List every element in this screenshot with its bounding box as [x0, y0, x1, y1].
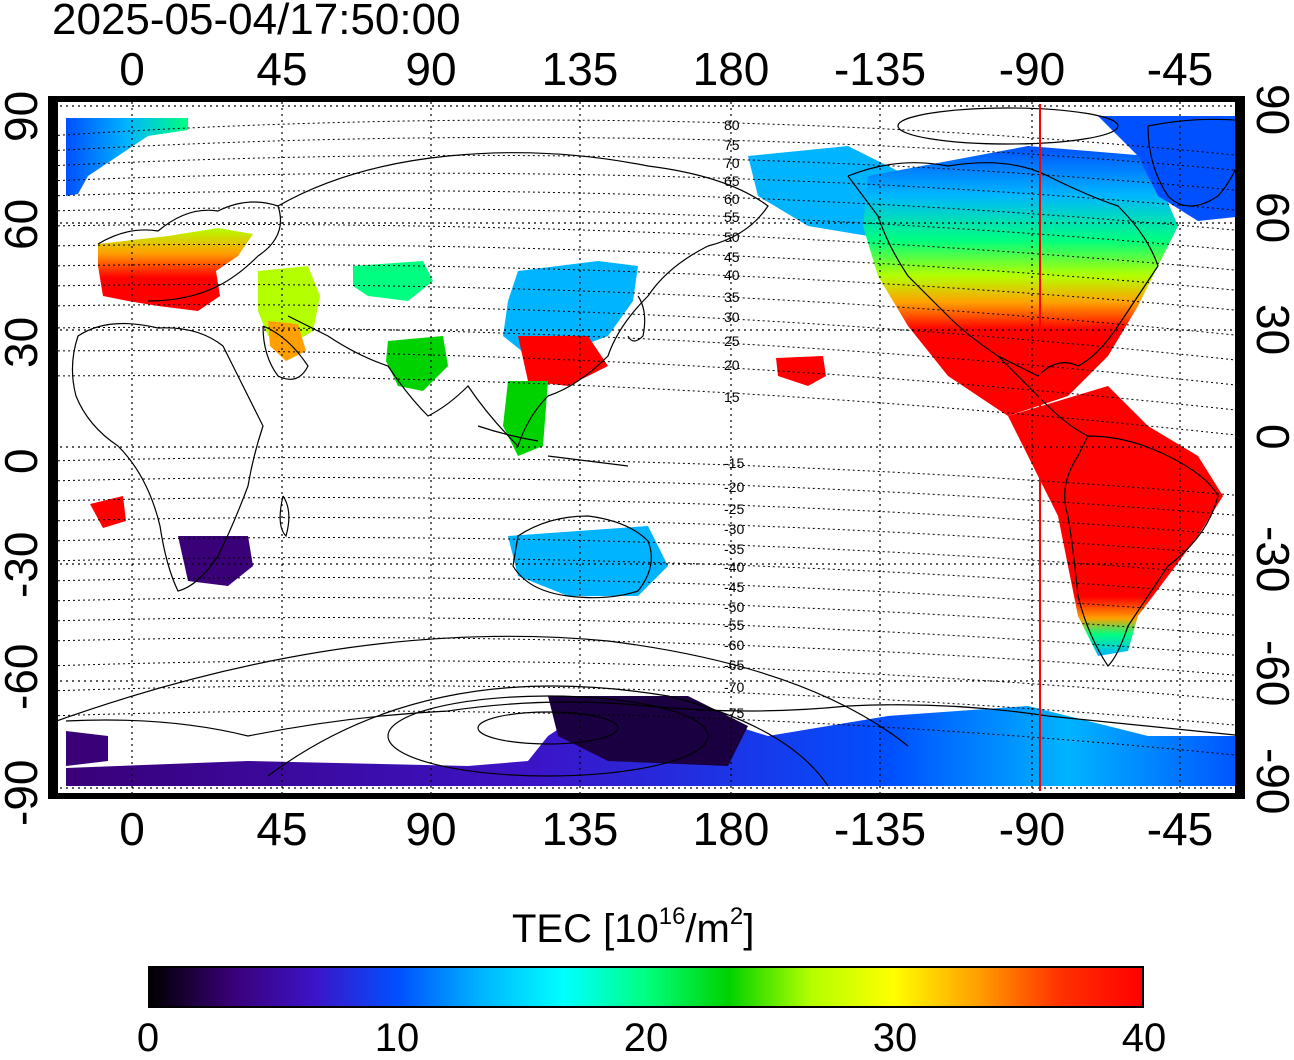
- mag-lat-label: -15: [724, 455, 744, 471]
- y-tick-right: 0: [1247, 424, 1294, 450]
- tec-region-antarctic-dark: [548, 696, 748, 766]
- mag-lat-label: -25: [724, 501, 744, 517]
- coastlines: [65, 118, 1245, 737]
- mag-lat-label: 20: [724, 357, 740, 373]
- x-tick-top: -135: [833, 43, 927, 95]
- magnetic-contours: [48, 119, 1245, 757]
- colorbar-title-main: TEC [10: [512, 907, 659, 951]
- y-tick-right: -30: [1247, 526, 1294, 593]
- graticule: [48, 96, 1245, 799]
- y-tick-left: -30: [0, 531, 47, 598]
- y-tick-right: 30: [1247, 304, 1294, 356]
- x-tick-bottom: -135: [833, 803, 927, 855]
- tec-region-arctic-west: [66, 118, 188, 196]
- tec-region-south-america: [1008, 386, 1223, 656]
- y-tick-right: -90: [1247, 748, 1294, 815]
- mag-lat-label: 40: [724, 267, 740, 283]
- tec-region-east-asia: [503, 261, 638, 356]
- mag-lat-label: 30: [724, 309, 740, 325]
- mag-lat-label: -50: [724, 599, 744, 615]
- colorbar-tick: 10: [374, 1016, 420, 1060]
- y-tick-right: 90: [1247, 84, 1294, 136]
- mag-lat-label: -20: [724, 479, 744, 495]
- y-tick-left: 60: [0, 198, 47, 250]
- tec-region-central-asia: [353, 261, 433, 301]
- mag-lat-label: -75: [724, 705, 744, 721]
- mag-lat-label: 70: [724, 155, 740, 171]
- colorbar-tick: 0: [136, 1016, 160, 1060]
- x-tick-bottom: 0: [119, 803, 145, 855]
- x-tick-top: 90: [405, 43, 457, 95]
- mag-lat-label: 15: [724, 389, 740, 405]
- mag-lat-label: -40: [724, 559, 744, 575]
- mag-lat-label: -35: [724, 541, 744, 557]
- x-tick-bottom: -90: [998, 803, 1066, 855]
- tec-map: 80 75 70 65 60 55 50 45 40 35 30 25 20 1…: [48, 96, 1245, 799]
- y-tick-left: 90: [0, 90, 47, 142]
- tec-region-antarctic-west: [66, 731, 108, 766]
- y-tick-right: -60: [1247, 640, 1294, 707]
- tec-region-hawaii: [776, 356, 826, 386]
- mag-lat-label: 50: [724, 229, 740, 245]
- mag-lat-label: -70: [724, 679, 744, 695]
- colorbar-title-end: ]: [743, 907, 755, 951]
- mag-lat-label: -45: [724, 579, 744, 595]
- y-tick-right: 60: [1247, 192, 1294, 244]
- tec-region-north-america: [863, 146, 1178, 416]
- x-tick-top: -90: [998, 43, 1066, 95]
- mag-lat-label: -65: [724, 657, 744, 673]
- mag-lat-label: 75: [724, 137, 740, 153]
- mag-lat-label: 25: [724, 333, 740, 349]
- y-tick-left: -90: [0, 759, 47, 826]
- x-tick-bottom: -45: [1146, 803, 1214, 855]
- x-tick-bottom: 135: [541, 803, 619, 855]
- mag-lat-label: 45: [724, 249, 740, 265]
- x-tick-top: -45: [1146, 43, 1214, 95]
- mag-lat-label: 60: [724, 191, 740, 207]
- colorbar: [148, 966, 1144, 1008]
- colorbar-title-exponent: 16: [658, 903, 686, 930]
- x-tick-top: 0: [119, 43, 145, 95]
- x-tick-top: 135: [541, 43, 619, 95]
- mag-lat-label: 55: [724, 209, 740, 225]
- x-tick-top: 45: [256, 43, 308, 95]
- mag-lat-label: -30: [724, 521, 744, 537]
- colorbar-title-unit-exponent: 2: [729, 903, 744, 930]
- tec-region-china-south: [518, 336, 608, 386]
- mag-lat-label: -55: [724, 617, 744, 633]
- y-tick-left: -60: [0, 643, 47, 710]
- mag-lat-label: 35: [724, 289, 740, 305]
- mag-lat-label: 80: [724, 117, 740, 133]
- magnetic-pole-contours: [48, 107, 1119, 787]
- tec-region-south-africa: [178, 536, 253, 586]
- timestamp: 2025-05-04/17:50:00: [52, 0, 461, 44]
- colorbar-tick: 30: [872, 1016, 918, 1060]
- tec-region-se-asia: [503, 381, 548, 456]
- colorbar-tick: 40: [1121, 1016, 1167, 1060]
- colorbar-title-unit: /m: [685, 907, 730, 951]
- mag-lat-label: -60: [724, 637, 744, 653]
- tec-region-europe: [98, 228, 253, 311]
- colorbar-title: TEC [1016/m2]: [512, 905, 754, 953]
- x-tick-bottom: 45: [256, 803, 308, 855]
- mag-lat-label: 65: [724, 173, 740, 189]
- y-tick-left: 30: [0, 316, 47, 368]
- magnetic-latitude-labels: 80 75 70 65 60 55 50 45 40 35 30 25 20 1…: [724, 117, 744, 721]
- x-tick-bottom: 90: [405, 803, 457, 855]
- colorbar-tick: 20: [623, 1016, 669, 1060]
- tec-region-greenland: [1098, 116, 1245, 221]
- tec-region-india: [386, 336, 448, 391]
- x-tick-bottom: 180: [692, 803, 770, 855]
- y-tick-left: 0: [0, 448, 47, 474]
- x-tick-top: 180: [692, 43, 770, 95]
- frame-tick-bars: [48, 96, 1245, 799]
